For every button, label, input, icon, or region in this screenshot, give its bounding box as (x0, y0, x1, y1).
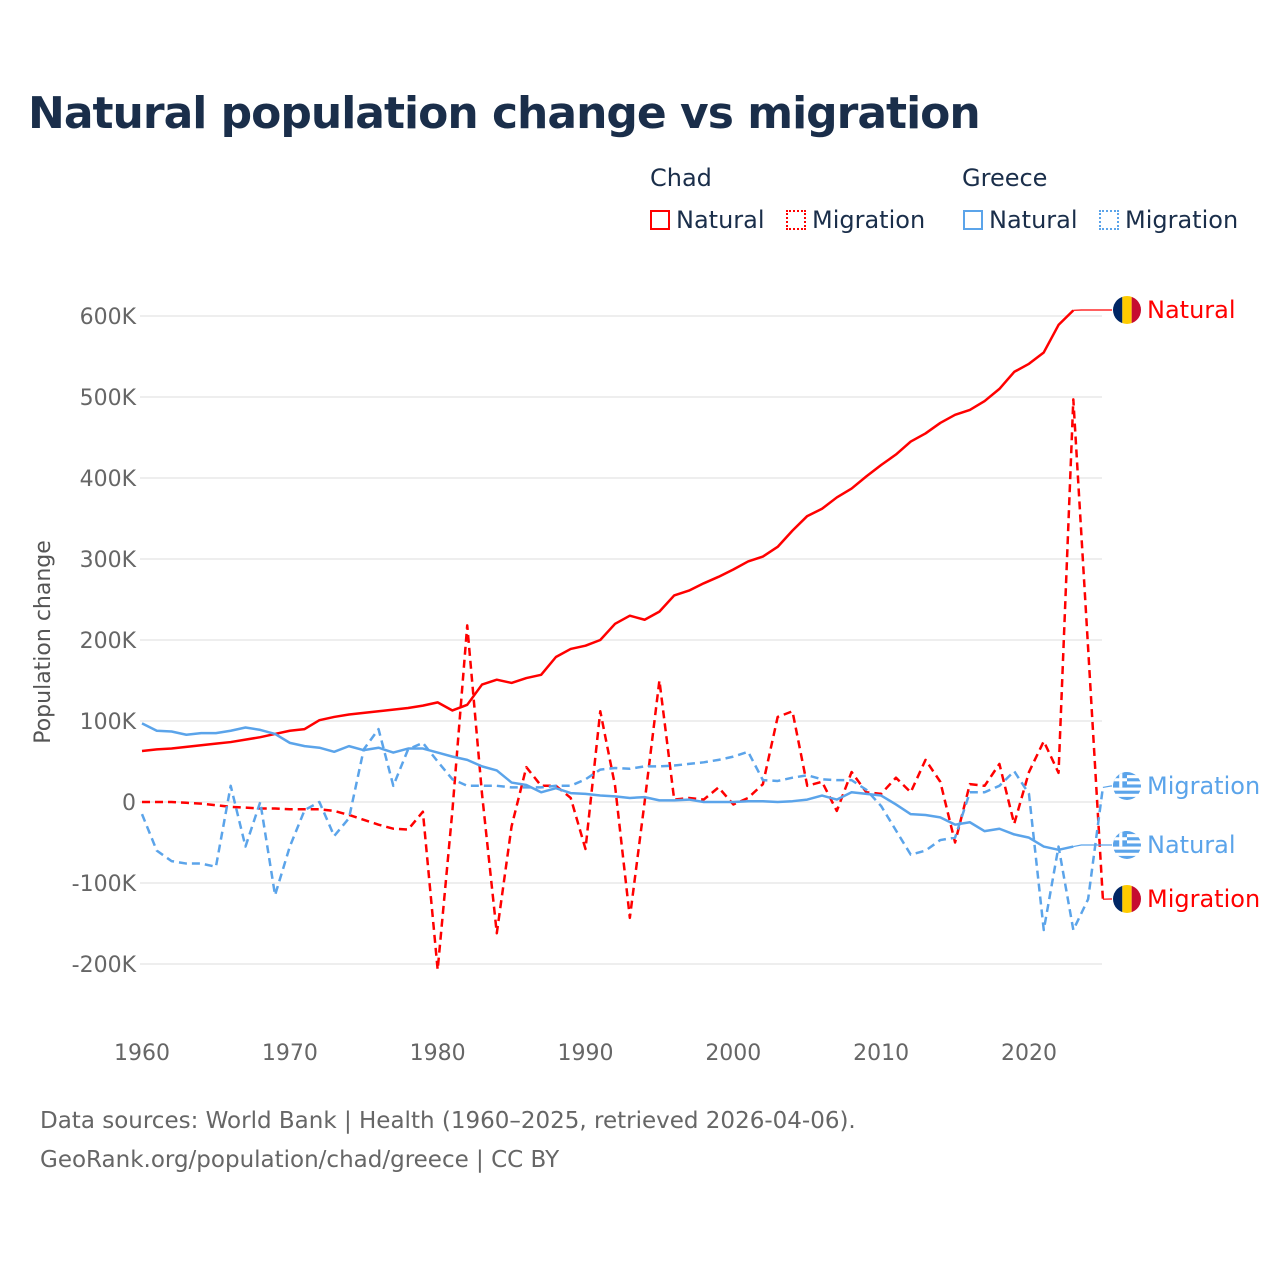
flag-stripe (1113, 796, 1141, 800)
flag-stripe (1113, 852, 1141, 857)
x-tick-label: 2020 (1001, 1041, 1057, 1066)
legend-label: Migration (812, 206, 926, 234)
series-end-label: Migration (1147, 885, 1260, 913)
y-tick-label: 300K (80, 548, 137, 573)
x-tick-label: 1980 (410, 1041, 466, 1066)
flag-stripe (1113, 855, 1141, 859)
y-tick-label: -200K (72, 953, 137, 978)
flag-stripe (1131, 296, 1141, 324)
greece-flag-icon (1113, 831, 1141, 859)
flag-stripe (1122, 885, 1132, 913)
flag-stripe (1113, 793, 1141, 798)
flag-body (1113, 772, 1141, 800)
footer-link[interactable]: GeoRank.org/population/chad/greece | CC … (40, 1147, 560, 1173)
legend-swatch-solid (650, 210, 670, 230)
legend-swatch-dotted (786, 210, 806, 230)
chad-flag-icon (1113, 296, 1141, 324)
chad-flag-icon (1113, 885, 1141, 913)
flag-stripe (1113, 787, 1141, 791)
legend-group-greece: Greece (962, 164, 1048, 192)
flag-body (1113, 831, 1141, 859)
series-line-chad-natural (141, 309, 1075, 753)
flag-stripe (1131, 885, 1141, 913)
flag-body (1113, 885, 1141, 913)
x-tick-label: 1960 (114, 1041, 170, 1066)
y-tick-label: 100K (80, 710, 137, 735)
label-connector (1073, 844, 1112, 848)
flag-stripe (1113, 846, 1141, 850)
x-tick-label: 1970 (262, 1041, 318, 1066)
y-tick-label: -100K (72, 872, 137, 897)
footer-sources: Data sources: World Bank | Health (1960–… (40, 1108, 856, 1134)
flag-stripe (1113, 849, 1141, 854)
x-tick-label: 2000 (705, 1041, 761, 1066)
chart-title: Natural population change vs migration (28, 88, 981, 139)
y-tick-label: 200K (80, 629, 137, 654)
flag-stripe (1122, 296, 1132, 324)
y-axis-label: Population change (31, 540, 56, 744)
x-tick-label: 1990 (557, 1041, 613, 1066)
legend-group-chad: Chad (650, 164, 712, 192)
y-tick-label: 500K (80, 386, 137, 411)
flag-stripe (1113, 790, 1141, 795)
series-end-label: Natural (1147, 296, 1236, 324)
y-tick-label: 0 (122, 791, 136, 816)
flag-cross (1119, 831, 1123, 847)
greece-flag-icon (1113, 772, 1141, 800)
flag-stripe (1113, 296, 1123, 324)
x-tick-label: 2010 (853, 1041, 909, 1066)
series-line-chad-migration (142, 398, 1105, 971)
legend-greece-migration[interactable]: Migration (1099, 206, 1238, 234)
legend-swatch-dotted (1099, 210, 1119, 230)
legend-swatch-solid (963, 210, 983, 230)
legend-chad-natural[interactable]: Natural (650, 206, 765, 234)
legend-label: Natural (676, 206, 765, 234)
series-line-greece-natural (141, 722, 1074, 852)
flag-cross (1119, 772, 1123, 788)
legend-greece-natural[interactable]: Natural (963, 206, 1078, 234)
legend-chad-migration[interactable]: Migration (786, 206, 925, 234)
legend-label: Migration (1125, 206, 1239, 234)
y-tick-label: 600K (80, 305, 137, 330)
series-line-greece-migration (140, 727, 1105, 932)
series-end-label: Migration (1147, 772, 1260, 800)
series-end-label: Natural (1147, 831, 1236, 859)
legend-label: Natural (989, 206, 1078, 234)
flag-stripe (1113, 885, 1123, 913)
y-tick-label: 400K (80, 467, 137, 492)
label-connector (1102, 785, 1112, 789)
flag-body (1113, 296, 1141, 324)
